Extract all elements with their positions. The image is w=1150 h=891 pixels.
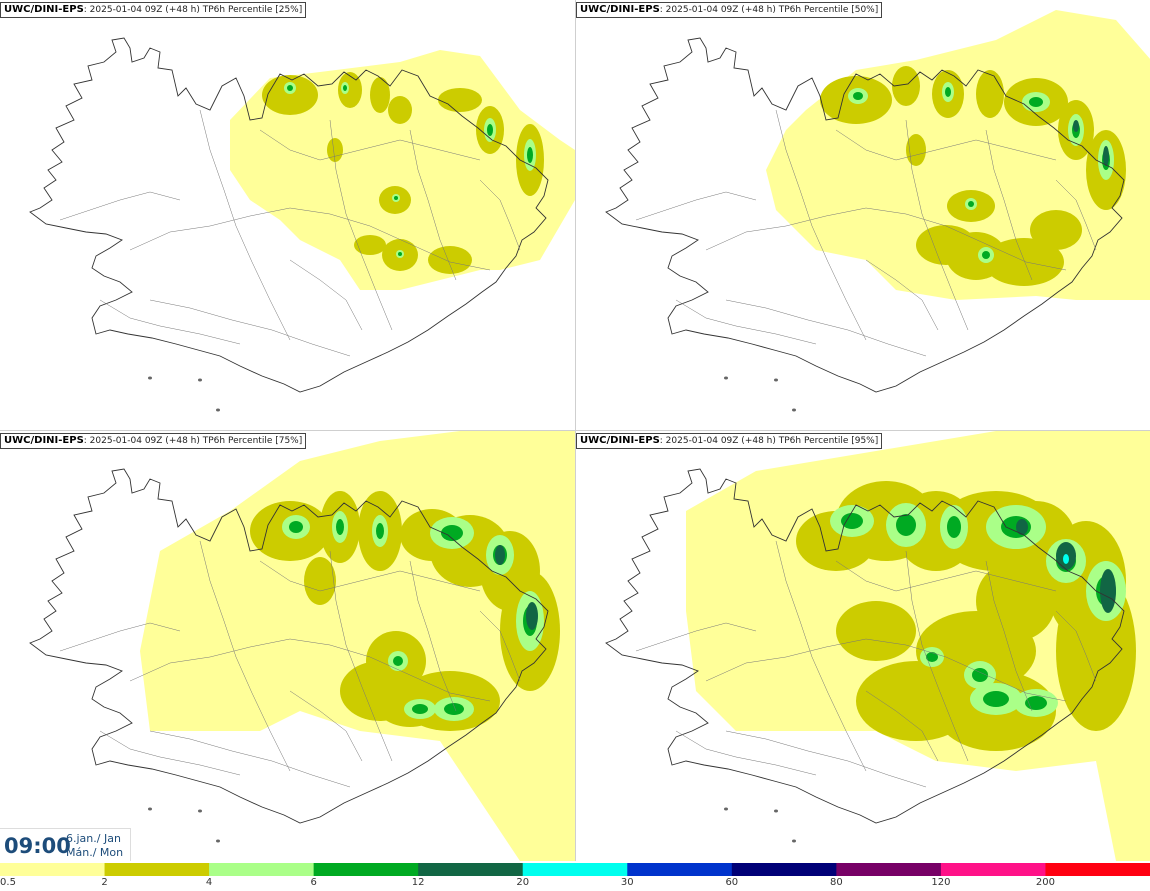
legend-tick-label: 2 bbox=[101, 877, 108, 888]
legend-color-segment bbox=[1045, 863, 1150, 876]
legend-color-segment bbox=[418, 863, 524, 876]
panel-title: UWC/DINI-EPS: 2025-01-04 09Z (+48 h) TP6… bbox=[576, 2, 883, 18]
legend-color-segment bbox=[627, 863, 733, 876]
date-line-1: 6.jan./ Jan bbox=[66, 832, 121, 845]
color-legend bbox=[0, 861, 1150, 891]
valid-time-clock: 09:00 bbox=[4, 834, 71, 858]
panel-detail: : 2025-01-04 09Z (+48 h) TP6h Percentile… bbox=[83, 5, 303, 15]
map-panel-p25: UWC/DINI-EPS: 2025-01-04 09Z (+48 h) TP6… bbox=[0, 0, 575, 430]
legend-color-segment bbox=[104, 863, 210, 876]
map-panel-p95: UWC/DINI-EPS: 2025-01-04 09Z (+48 h) TP6… bbox=[576, 431, 1150, 861]
legend-tick-label: 20 bbox=[516, 877, 530, 888]
valid-time-date: 6.jan./ Jan Mán./ Mon bbox=[66, 832, 123, 860]
legend-color-segment bbox=[313, 863, 419, 876]
panel-divider-horizontal bbox=[0, 430, 1150, 431]
panel-detail: : 2025-01-04 09Z (+48 h) TP6h Percentile… bbox=[83, 436, 303, 446]
precip-map-p95 bbox=[605, 431, 1150, 861]
legend-tick-label: 6 bbox=[310, 877, 317, 888]
legend-tick-label: 120 bbox=[931, 877, 951, 888]
panel-source: UWC/DINI-EPS bbox=[4, 4, 84, 15]
panel-title: UWC/DINI-EPS: 2025-01-04 09Z (+48 h) TP6… bbox=[0, 2, 307, 18]
legend-tick-label: 60 bbox=[725, 877, 739, 888]
map-panel-p50: UWC/DINI-EPS: 2025-01-04 09Z (+48 h) TP6… bbox=[576, 0, 1150, 430]
legend-color-segment bbox=[0, 863, 106, 876]
legend-color-segment bbox=[522, 863, 628, 876]
panel-source: UWC/DINI-EPS bbox=[580, 4, 660, 15]
panel-title: UWC/DINI-EPS: 2025-01-04 09Z (+48 h) TP6… bbox=[0, 433, 307, 449]
legend-color-segment bbox=[731, 863, 837, 876]
date-line-2: Mán./ Mon bbox=[66, 846, 124, 859]
panel-source: UWC/DINI-EPS bbox=[580, 435, 660, 446]
precip-map-p75 bbox=[29, 431, 575, 861]
precip-map-p50 bbox=[605, 10, 1150, 412]
panel-source: UWC/DINI-EPS bbox=[4, 435, 84, 446]
panel-detail: : 2025-01-04 09Z (+48 h) TP6h Percentile… bbox=[659, 5, 879, 15]
legend-color-segment bbox=[836, 863, 942, 876]
legend-color-segment bbox=[209, 863, 315, 876]
legend-color-segment bbox=[940, 863, 1046, 876]
legend-tick-label: 30 bbox=[620, 877, 634, 888]
legend-tick-label: 200 bbox=[1035, 877, 1055, 888]
precip-map-p25 bbox=[29, 37, 575, 412]
panel-detail: : 2025-01-04 09Z (+48 h) TP6h Percentile… bbox=[659, 436, 879, 446]
valid-time-box: 09:00 6.jan./ Jan Mán./ Mon bbox=[0, 828, 131, 862]
map-panel-p75: UWC/DINI-EPS: 2025-01-04 09Z (+48 h) TP6… bbox=[0, 431, 575, 861]
legend-tick-label: 80 bbox=[829, 877, 843, 888]
panel-title: UWC/DINI-EPS: 2025-01-04 09Z (+48 h) TP6… bbox=[576, 433, 883, 449]
legend-tick-label: 12 bbox=[411, 877, 425, 888]
legend-tick-label: 0.5 bbox=[0, 877, 16, 888]
legend-tick-label: 4 bbox=[205, 877, 213, 888]
legend-color-bar bbox=[0, 863, 1150, 876]
